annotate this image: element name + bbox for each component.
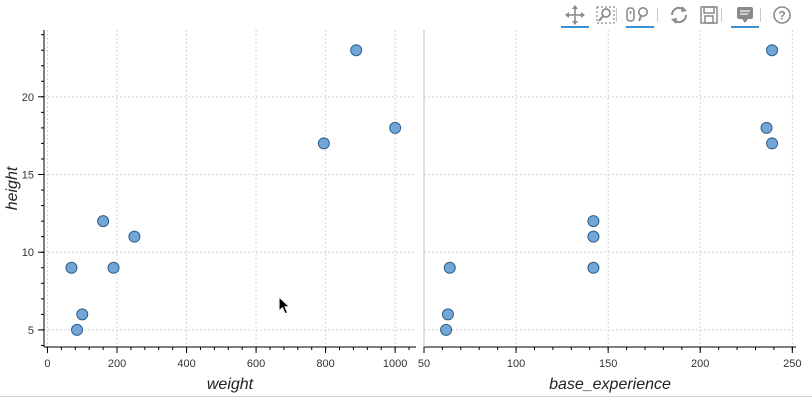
pan-arrows-icon <box>565 5 585 25</box>
mouse-pointer-icon <box>278 296 291 315</box>
scatter-point[interactable] <box>350 44 363 57</box>
x-tick-label: 0 <box>44 358 50 370</box>
x-tick-label: 800 <box>316 358 334 370</box>
scatter-point[interactable] <box>389 121 402 134</box>
scatter-point[interactable] <box>760 121 773 134</box>
toolbar-separator <box>721 8 722 22</box>
scatter-plot-2: 50 100 150 200 250 base_experience <box>418 30 801 393</box>
scatter-point[interactable] <box>71 323 84 336</box>
hover-tooltip-icon <box>737 7 753 23</box>
pan-tool[interactable] <box>560 3 590 28</box>
x-axis-label: weight <box>207 376 254 393</box>
scatter-point[interactable] <box>76 308 89 321</box>
toolbar-separator <box>657 8 658 22</box>
scatter-point[interactable] <box>440 323 453 336</box>
x-tick-label: 250 <box>783 358 801 370</box>
scatter-point[interactable] <box>587 215 600 228</box>
y-tick-label: 10 <box>22 247 34 259</box>
scatter-point[interactable] <box>766 44 779 57</box>
active-indicator <box>561 26 589 28</box>
y-axis-label: height <box>4 166 21 210</box>
reset-tool[interactable] <box>664 3 694 27</box>
reset-icon <box>670 6 688 24</box>
plot-area[interactable] <box>424 30 796 347</box>
plot-area[interactable] <box>44 30 416 347</box>
active-indicator <box>626 26 654 28</box>
y-tick-label: 5 <box>28 325 34 337</box>
box-zoom-tool[interactable] <box>591 3 621 27</box>
wheel-zoom-tool[interactable] <box>625 3 655 28</box>
x-tick-label: 100 <box>507 358 525 370</box>
help-icon: ? <box>773 6 791 24</box>
x-tick-label: 1000 <box>383 358 407 370</box>
help-tool[interactable]: ? <box>767 3 797 27</box>
x-axis-label: base_experience <box>549 376 671 393</box>
y-tick-label: 20 <box>22 92 34 104</box>
x-tick-label: 200 <box>108 358 126 370</box>
scatter-plot-1: 0 200 400 600 800 1000 5 10 15 20 height weight <box>4 30 416 393</box>
box-zoom-icon <box>596 6 615 24</box>
scatter-point[interactable] <box>766 137 779 150</box>
scatter-point[interactable] <box>441 308 454 321</box>
svg-text:?: ? <box>778 9 785 23</box>
y-tick-label: 15 <box>22 170 34 182</box>
x-tick-label: 150 <box>599 358 617 370</box>
bottom-divider <box>0 396 812 397</box>
x-tick-label: 600 <box>247 358 265 370</box>
active-indicator <box>731 26 759 28</box>
hover-tool[interactable] <box>730 3 760 28</box>
x-tick-label: 50 <box>418 358 430 370</box>
plot-toolbar: ? <box>0 0 812 28</box>
toolbar-separator <box>760 8 761 22</box>
scatter-point[interactable] <box>587 230 600 243</box>
save-icon <box>700 6 718 24</box>
scatter-point[interactable] <box>65 261 78 274</box>
wheel-zoom-icon <box>626 7 648 22</box>
scatter-point[interactable] <box>128 230 141 243</box>
scatter-point[interactable] <box>107 261 120 274</box>
toolbar-separator <box>616 8 617 22</box>
x-tick-label: 200 <box>691 358 709 370</box>
scatter-point[interactable] <box>97 215 110 228</box>
save-tool[interactable] <box>694 3 724 27</box>
scatter-point[interactable] <box>317 137 330 150</box>
scatter-point[interactable] <box>443 261 456 274</box>
x-tick-label: 400 <box>177 358 195 370</box>
scatter-point[interactable] <box>587 261 600 274</box>
